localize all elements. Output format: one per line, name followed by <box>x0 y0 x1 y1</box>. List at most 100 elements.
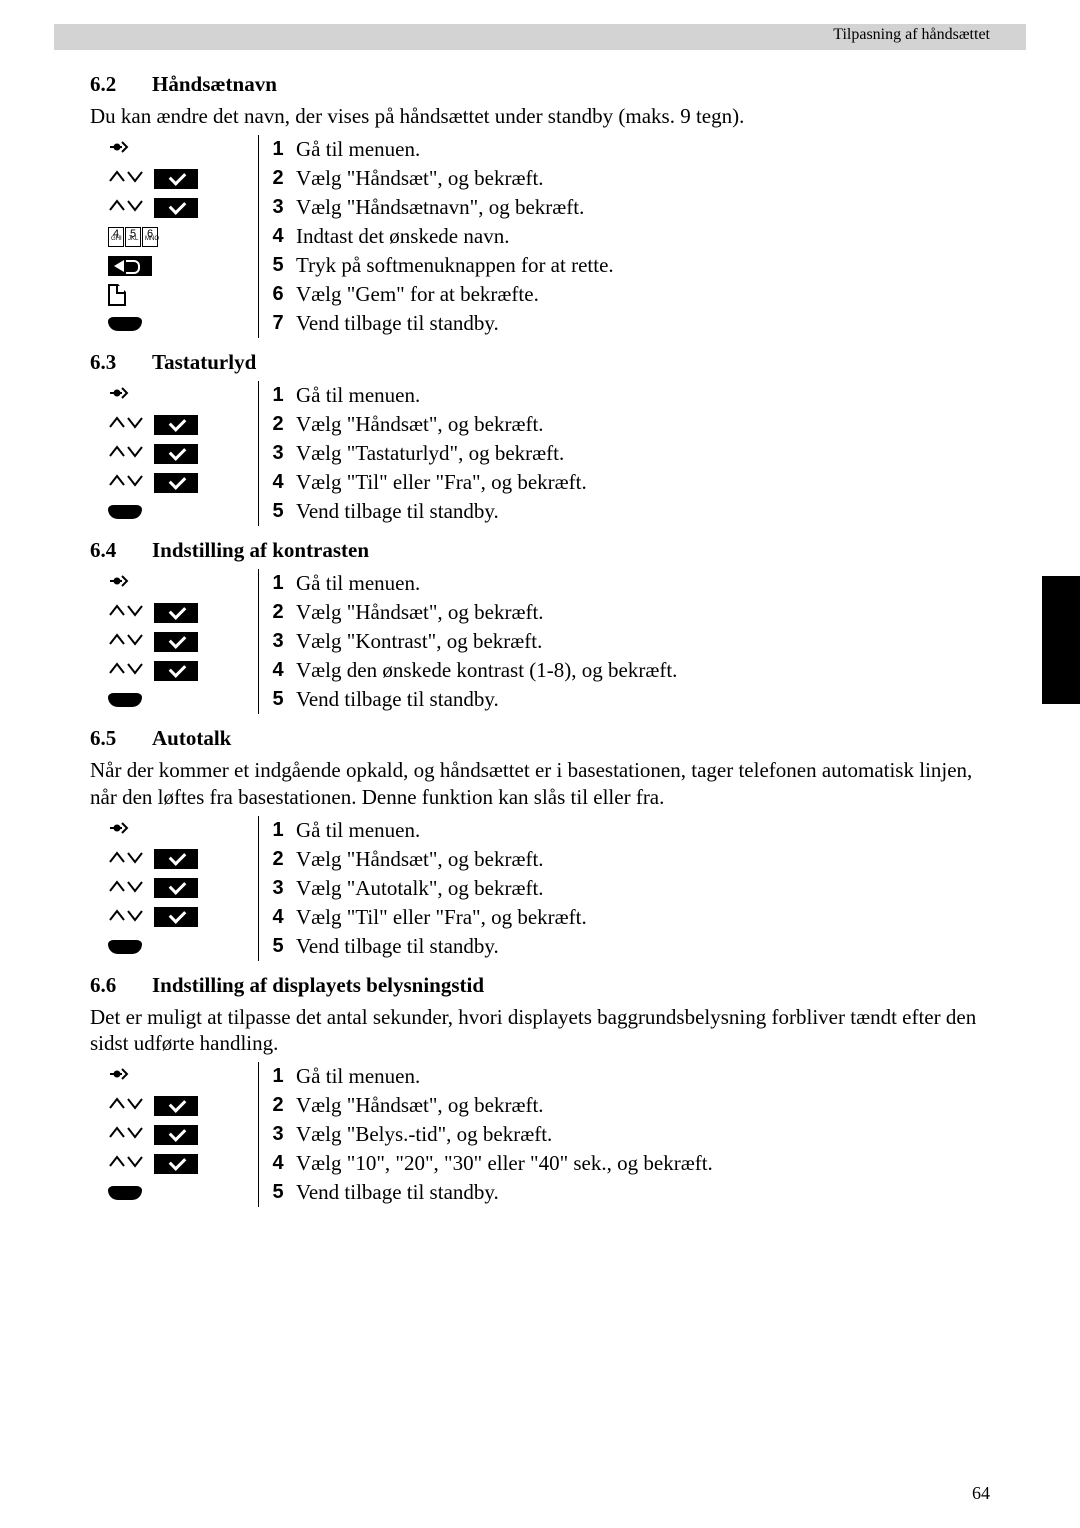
confirm-icon <box>154 907 198 927</box>
step-text: Vælg "Belys.-tid", og bekræft. <box>296 1120 713 1149</box>
step-number: 2 <box>258 1091 296 1120</box>
step-number: 5 <box>258 932 296 961</box>
step-row: 3 Vælg "Autotalk", og bekræft. <box>108 874 587 903</box>
step-number: 7 <box>258 309 296 338</box>
section-heading: 6.3Tastaturlyd <box>90 350 990 375</box>
step-row: 4 Vælg den ønskede kontrast (1-8), og be… <box>108 656 677 685</box>
section-heading: 6.5Autotalk <box>90 726 990 751</box>
confirm-icon <box>154 878 198 898</box>
hangup-icon <box>108 1186 142 1200</box>
step-text: Vælg "Kontrast", og bekræft. <box>296 627 677 656</box>
confirm-icon <box>154 603 198 623</box>
menu-enter-icon <box>108 819 130 842</box>
section-number: 6.6 <box>90 973 152 998</box>
step-text: Vælg "Til" eller "Fra", og bekræft. <box>296 468 587 497</box>
menu-enter-icon <box>108 384 130 407</box>
menu-enter-icon <box>108 1065 130 1088</box>
menu-enter-icon <box>108 138 130 161</box>
step-text: Tryk på softmenuknappen for at rette. <box>296 251 614 280</box>
step-list: 1 Gå til menuen. 2 Vælg "Håndsæt", og be… <box>108 816 587 961</box>
confirm-icon <box>154 849 198 869</box>
step-number: 4 <box>258 903 296 932</box>
step-text: Gå til menuen. <box>296 816 587 845</box>
step-text: Gå til menuen. <box>296 1062 713 1091</box>
step-row: 3 Vælg "Tastaturlyd", og bekræft. <box>108 439 587 468</box>
step-row: 1 Gå til menuen. <box>108 1062 713 1091</box>
step-row: 5 Vend tilbage til standby. <box>108 685 677 714</box>
menu-enter-icon <box>108 572 130 595</box>
step-row: 1 Gå til menuen. <box>108 816 587 845</box>
step-row: 3 Vælg "Håndsætnavn", og bekræft. <box>108 193 614 222</box>
side-tab-label: Dansk <box>998 526 1023 654</box>
step-number: 3 <box>258 439 296 468</box>
section-heading: 6.4Indstilling af kontrasten <box>90 538 990 563</box>
back-icon <box>108 256 152 276</box>
page-number: 64 <box>972 1483 990 1504</box>
step-text: Vælg "Tastaturlyd", og bekræft. <box>296 439 587 468</box>
step-number: 4 <box>258 1149 296 1178</box>
step-number: 2 <box>258 598 296 627</box>
step-row: 5 Vend tilbage til standby. <box>108 1178 713 1207</box>
step-text: Vælg "Håndsætnavn", og bekræft. <box>296 193 614 222</box>
step-number: 3 <box>258 627 296 656</box>
step-text: Vælg "Håndsæt", og bekræft. <box>296 1091 713 1120</box>
step-text: Vend tilbage til standby. <box>296 497 587 526</box>
section-number: 6.4 <box>90 538 152 563</box>
hangup-icon <box>108 940 142 954</box>
hangup-icon <box>108 317 142 331</box>
page: Tilpasning af håndsættet Dansk 6.2Håndsæ… <box>0 0 1080 1528</box>
step-list: 1 Gå til menuen. 2 Vælg "Håndsæt", og be… <box>108 1062 713 1207</box>
content: 6.2Håndsætnavn Du kan ændre det navn, de… <box>90 60 990 1207</box>
step-text: Vælg den ønskede kontrast (1-8), og bekr… <box>296 656 677 685</box>
step-text: Vælg "Gem" for at bekræfte. <box>296 280 614 309</box>
confirm-icon <box>154 473 198 493</box>
updown-icon <box>108 877 146 900</box>
updown-icon <box>108 848 146 871</box>
step-text: Vend tilbage til standby. <box>296 685 677 714</box>
step-number: 4 <box>258 222 296 251</box>
step-row: 4 Vælg "10", "20", "30" eller "40" sek.,… <box>108 1149 713 1178</box>
step-row: 5 Tryk på softmenuknappen for at rette. <box>108 251 614 280</box>
step-row: 3 Vælg "Belys.-tid", og bekræft. <box>108 1120 713 1149</box>
step-number: 3 <box>258 193 296 222</box>
step-number: 6 <box>258 280 296 309</box>
step-list: 1 Gå til menuen. 2 Vælg "Håndsæt", og be… <box>108 569 677 714</box>
step-text: Gå til menuen. <box>296 381 587 410</box>
hangup-icon <box>108 693 142 707</box>
running-head: Tilpasning af håndsættet <box>833 26 990 44</box>
step-row: 3 Vælg "Kontrast", og bekræft. <box>108 627 677 656</box>
step-text: Vend tilbage til standby. <box>296 309 614 338</box>
step-number: 2 <box>258 845 296 874</box>
step-text: Vend tilbage til standby. <box>296 932 587 961</box>
step-row: 1 Gå til menuen. <box>108 135 614 164</box>
step-text: Indtast det ønskede navn. <box>296 222 614 251</box>
section-number: 6.5 <box>90 726 152 751</box>
confirm-icon <box>154 415 198 435</box>
step-number: 5 <box>258 685 296 714</box>
section-intro: Det er muligt at tilpasse det antal seku… <box>90 1004 990 1057</box>
step-number: 5 <box>258 251 296 280</box>
section-title: Indstilling af kontrasten <box>152 538 369 562</box>
section-title: Indstilling af displayets belysningstid <box>152 973 484 997</box>
confirm-icon <box>154 1125 198 1145</box>
step-text: Vælg "Håndsæt", og bekræft. <box>296 410 587 439</box>
step-row: 2 Vælg "Håndsæt", og bekræft. <box>108 164 614 193</box>
step-number: 2 <box>258 410 296 439</box>
confirm-icon <box>154 1096 198 1116</box>
hangup-icon <box>108 505 142 519</box>
updown-icon <box>108 1152 146 1175</box>
step-number: 1 <box>258 569 296 598</box>
step-number: 5 <box>258 497 296 526</box>
step-row: 2 Vælg "Håndsæt", og bekræft. <box>108 598 677 627</box>
step-text: Vælg "10", "20", "30" eller "40" sek., o… <box>296 1149 713 1178</box>
side-tab: Dansk <box>1042 576 1080 704</box>
updown-icon <box>108 601 146 624</box>
step-row: 5 Vend tilbage til standby. <box>108 932 587 961</box>
step-row: 7 Vend tilbage til standby. <box>108 309 614 338</box>
step-row: 1 Gå til menuen. <box>108 381 587 410</box>
updown-icon <box>108 906 146 929</box>
confirm-icon <box>154 1154 198 1174</box>
updown-icon <box>108 167 146 190</box>
step-row: 5 Vend tilbage til standby. <box>108 497 587 526</box>
step-number: 3 <box>258 874 296 903</box>
